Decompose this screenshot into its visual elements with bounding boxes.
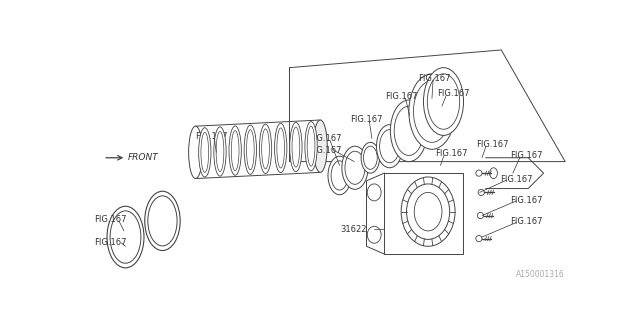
Text: FIG.167: FIG.167 bbox=[477, 140, 509, 149]
Text: FIG.167: FIG.167 bbox=[195, 132, 227, 141]
Text: FRONT: FRONT bbox=[128, 153, 159, 162]
Ellipse shape bbox=[413, 81, 451, 142]
Ellipse shape bbox=[376, 124, 403, 168]
Ellipse shape bbox=[477, 212, 484, 219]
Ellipse shape bbox=[259, 124, 272, 173]
Ellipse shape bbox=[331, 161, 348, 190]
Ellipse shape bbox=[214, 127, 226, 176]
Text: A150001316: A150001316 bbox=[516, 270, 565, 279]
Ellipse shape bbox=[229, 126, 241, 175]
Ellipse shape bbox=[424, 68, 463, 135]
Ellipse shape bbox=[367, 226, 381, 243]
Ellipse shape bbox=[409, 74, 455, 149]
Ellipse shape bbox=[292, 127, 300, 167]
Text: FIG.167: FIG.167 bbox=[95, 215, 127, 224]
Ellipse shape bbox=[401, 177, 455, 246]
Ellipse shape bbox=[148, 196, 177, 246]
Ellipse shape bbox=[110, 211, 141, 263]
Text: 31622: 31622 bbox=[340, 225, 367, 234]
Text: FIG.167: FIG.167 bbox=[435, 149, 467, 158]
Ellipse shape bbox=[490, 168, 497, 179]
Ellipse shape bbox=[364, 146, 378, 169]
Ellipse shape bbox=[201, 132, 209, 172]
Text: FIG.167: FIG.167 bbox=[350, 115, 383, 124]
Text: FIG.167: FIG.167 bbox=[385, 92, 417, 101]
Ellipse shape bbox=[394, 106, 424, 156]
Text: FIG.167: FIG.167 bbox=[511, 151, 543, 160]
Ellipse shape bbox=[244, 125, 257, 174]
Ellipse shape bbox=[361, 142, 380, 173]
Text: FIG.167: FIG.167 bbox=[437, 89, 470, 98]
Ellipse shape bbox=[262, 129, 269, 169]
Ellipse shape bbox=[305, 122, 317, 171]
Ellipse shape bbox=[246, 130, 254, 170]
Ellipse shape bbox=[342, 146, 368, 189]
Ellipse shape bbox=[478, 189, 484, 196]
Ellipse shape bbox=[380, 130, 399, 163]
Ellipse shape bbox=[406, 184, 450, 239]
Text: FIG.167: FIG.167 bbox=[511, 196, 543, 204]
Ellipse shape bbox=[307, 126, 315, 166]
Ellipse shape bbox=[145, 191, 180, 251]
Text: FIG.167: FIG.167 bbox=[95, 238, 127, 247]
Ellipse shape bbox=[328, 156, 351, 195]
Ellipse shape bbox=[367, 184, 381, 201]
Ellipse shape bbox=[414, 192, 442, 231]
Ellipse shape bbox=[107, 206, 144, 268]
Ellipse shape bbox=[231, 131, 239, 171]
Ellipse shape bbox=[428, 74, 460, 129]
Ellipse shape bbox=[290, 123, 302, 172]
Ellipse shape bbox=[216, 132, 224, 172]
Ellipse shape bbox=[189, 126, 202, 179]
Ellipse shape bbox=[476, 170, 482, 176]
Text: FIG.167: FIG.167 bbox=[308, 146, 341, 155]
Ellipse shape bbox=[390, 100, 428, 162]
Text: FIG.167: FIG.167 bbox=[511, 217, 543, 226]
Ellipse shape bbox=[277, 128, 285, 168]
Ellipse shape bbox=[345, 151, 365, 184]
Text: FIG.167: FIG.167 bbox=[500, 175, 533, 184]
Ellipse shape bbox=[275, 123, 287, 172]
Ellipse shape bbox=[198, 128, 211, 177]
Text: FIG.167: FIG.167 bbox=[308, 134, 341, 143]
Text: FIG.167: FIG.167 bbox=[418, 74, 451, 83]
Ellipse shape bbox=[314, 120, 327, 172]
Ellipse shape bbox=[476, 236, 482, 242]
